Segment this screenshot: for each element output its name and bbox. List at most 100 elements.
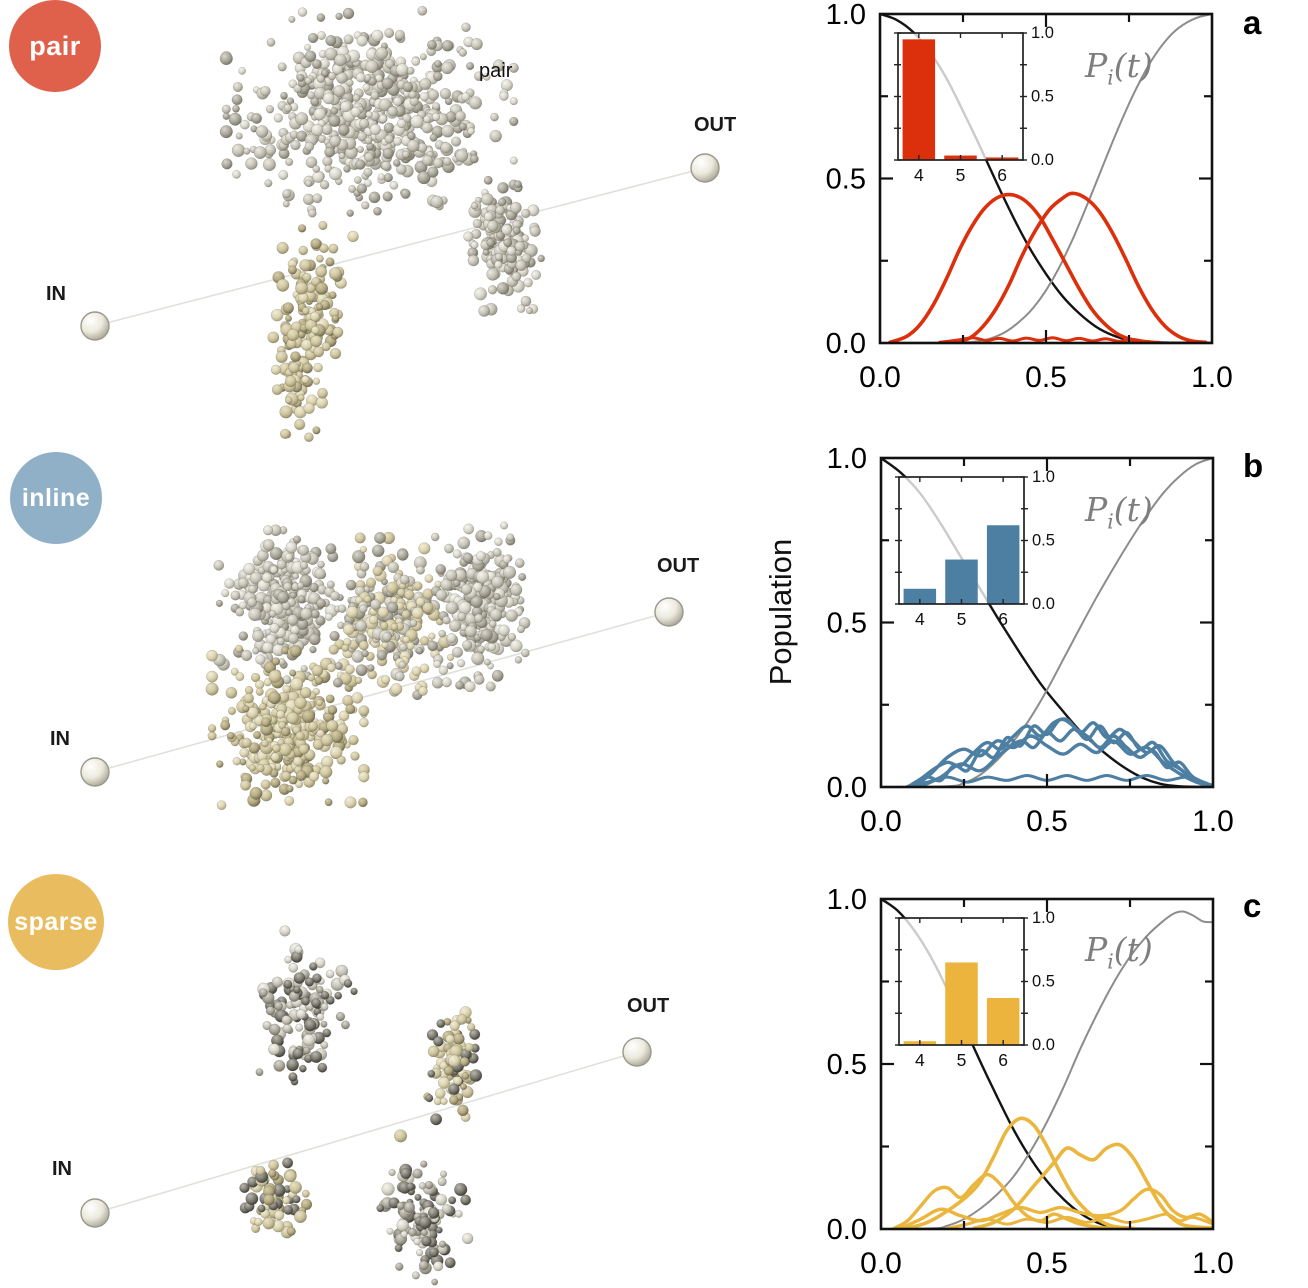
xtick-label: 0.0 xyxy=(860,1247,902,1280)
inset-bar-6 xyxy=(986,525,1020,604)
in-node-sphere xyxy=(80,1198,110,1228)
inset-ytick-label: 0.0 xyxy=(1032,1036,1055,1054)
curve-final_population xyxy=(880,910,1214,1230)
curve-intermediate_population_low xyxy=(906,774,1208,788)
population-chart-a: 1.00.50.00.0 0.5 1.04 5 61.00.50.0 xyxy=(826,0,1233,394)
in-label-inline: IN xyxy=(50,728,70,750)
panel-letter-a: a xyxy=(1243,4,1262,41)
in-out-path-line xyxy=(94,167,706,327)
particle-cluster xyxy=(255,925,358,1086)
curve-label-b: Pi(t) xyxy=(1085,490,1153,534)
in-out-path-line xyxy=(94,1051,638,1214)
badge-inline-label: inline xyxy=(21,483,91,512)
in-node-sphere xyxy=(80,311,110,341)
xtick-label: 0.0 xyxy=(859,361,901,394)
inset-bar-chart: 4 5 6 1.0 0.5 0.0 xyxy=(895,468,1055,629)
curve-intermediate_population_3 xyxy=(892,1172,1122,1230)
out-node-sphere xyxy=(690,153,720,183)
in-label-sparse: IN xyxy=(52,1158,72,1180)
badge-sparse-label: sparse xyxy=(14,907,98,936)
population-chart-c: 1.00.50.00.0 0.5 1.04 5 61.00.50.0 xyxy=(827,884,1234,1280)
inset-bar-chart: 4 5 6 1.0 0.5 0.0 xyxy=(895,909,1055,1070)
inset-xtick-label: 6 xyxy=(998,609,1008,629)
curve-intermediate_population_2 xyxy=(951,191,1208,344)
curve-intermediate_population_4 xyxy=(919,727,1214,788)
inset-xtick-label: 6 xyxy=(997,165,1007,185)
particle-cluster xyxy=(205,644,370,811)
xtick-label: 1.0 xyxy=(1192,1247,1234,1280)
particle-cluster xyxy=(394,1129,408,1143)
ytick-label: 0.0 xyxy=(827,772,867,804)
population-chart-b: 1.00.50.00.0 0.5 1.04 5 61.00.50.0 xyxy=(827,443,1234,838)
particle-cluster xyxy=(267,220,359,442)
axis-ticks xyxy=(880,14,1212,343)
curve-label-c: Pi(t) xyxy=(1085,930,1153,974)
particle-cluster xyxy=(219,5,520,218)
inset-ytick-label: 1.0 xyxy=(1032,909,1055,927)
inset-ytick-label: 1.0 xyxy=(1031,24,1054,42)
out-node-sphere xyxy=(622,1037,652,1067)
inset-ytick-label: 0.5 xyxy=(1032,973,1055,991)
inset-ytick-label: 0.5 xyxy=(1032,532,1055,550)
particle-cluster xyxy=(326,531,460,701)
panel-letter-c: c xyxy=(1243,887,1262,924)
curve-intermediate_population_1 xyxy=(888,192,1154,344)
series-group xyxy=(880,898,1214,1230)
particle-cluster xyxy=(239,1157,313,1239)
particle-cluster xyxy=(376,1160,474,1286)
inset-bar-5 xyxy=(945,962,978,1045)
axis-ticks xyxy=(881,899,1213,1229)
inset-ticks xyxy=(894,32,1027,161)
inset-ticks xyxy=(895,917,1028,1046)
y-axis-title: Population xyxy=(763,538,798,686)
particle-cluster xyxy=(427,521,531,693)
inset-xtick-label: 5 xyxy=(957,609,967,629)
particle-cluster xyxy=(213,524,345,685)
out-label-pair: OUT xyxy=(694,114,737,136)
scene-row-inline xyxy=(80,521,684,811)
series-group xyxy=(880,457,1214,788)
inset-xtick-label: 5 xyxy=(957,1050,967,1070)
xtick-label: 1.0 xyxy=(1192,805,1234,838)
scene-row-pair xyxy=(80,5,720,442)
inset-xtick-label: 4 xyxy=(914,165,924,185)
curve-final_population xyxy=(880,457,1214,788)
out-label-sparse: OUT xyxy=(627,995,670,1017)
curve-intermediate_population_low xyxy=(945,1212,1214,1230)
axis-ticks xyxy=(881,458,1213,787)
inset-bar-4 xyxy=(903,588,937,604)
xtick-label: 0.5 xyxy=(1026,805,1068,838)
xtick-label: 0.5 xyxy=(1026,1247,1068,1280)
curve-intermediate_population_4 xyxy=(899,1187,1214,1230)
curve-intermediate_population_2 xyxy=(912,717,1214,788)
particle-cluster xyxy=(463,175,545,317)
cluster-annotation-pair: pair xyxy=(479,60,513,82)
curve-intermediate_population_low xyxy=(938,336,1161,344)
curve-label-a: Pi(t) xyxy=(1085,46,1153,90)
badge-pair-label: pair xyxy=(29,30,81,61)
inset-bar-4 xyxy=(902,39,936,160)
inset-ytick-label: 0.5 xyxy=(1031,88,1054,106)
in-node-sphere xyxy=(80,757,110,787)
badge-inline: inline xyxy=(10,452,102,544)
inset-xtick-label: 6 xyxy=(998,1050,1008,1070)
inset-ytick-label: 0.0 xyxy=(1032,595,1055,613)
ytick-label: 0.0 xyxy=(826,328,866,360)
inset-bar-6 xyxy=(986,998,1020,1045)
in-out-path-line xyxy=(94,611,670,773)
inset-ytick-label: 0.0 xyxy=(1031,151,1054,169)
inset-xtick-label: 5 xyxy=(956,165,966,185)
badge-pair: pair xyxy=(9,0,101,92)
particle-cluster xyxy=(423,1006,483,1126)
ytick-label: 0.5 xyxy=(826,164,866,196)
badge-sparse: sparse xyxy=(8,874,104,970)
in-label-pair: IN xyxy=(46,283,66,305)
out-node-sphere xyxy=(654,597,684,627)
ytick-label: 1.0 xyxy=(827,884,867,916)
xtick-label: 0.0 xyxy=(860,805,902,838)
inset-xtick-label: 4 xyxy=(915,609,925,629)
panel-letter-b: b xyxy=(1243,447,1264,484)
inset-bar-chart: 4 5 6 1.0 0.5 0.0 xyxy=(894,24,1054,185)
